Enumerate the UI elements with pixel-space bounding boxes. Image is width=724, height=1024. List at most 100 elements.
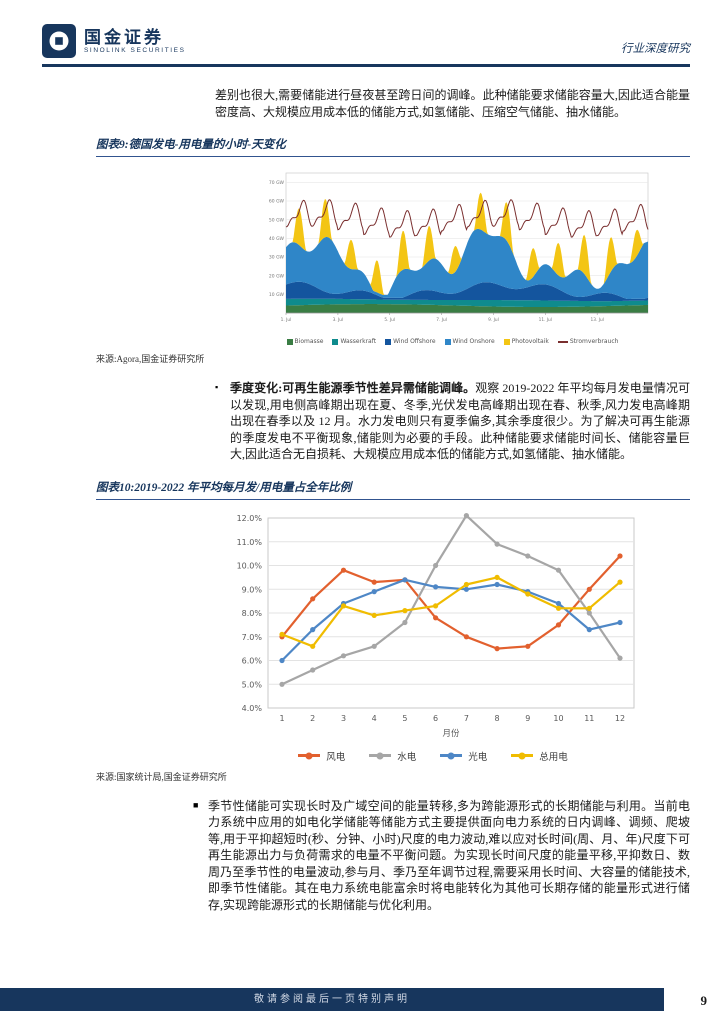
figure9-legend: Biomasse Wasserkraft Wind Offshore Wind Ons… (252, 338, 654, 345)
svg-text:6.0%: 6.0% (242, 656, 263, 665)
legend-line-icon (557, 340, 568, 343)
page-number: 9 (700, 993, 708, 1008)
svg-text:9. Jul: 9. Jul (488, 317, 499, 323)
figure10-source: 来源:国家统计局,国金证券研究所 (96, 771, 227, 782)
brand: 国金证券 SINOLINK SECURITIES (42, 24, 186, 58)
legend-line-icon (440, 752, 463, 759)
svg-text:12.0%: 12.0% (237, 514, 263, 523)
legend-item: Biomasse (286, 338, 324, 345)
svg-text:11. Jul: 11. Jul (538, 317, 551, 323)
brand-name: 国金证券 (84, 28, 164, 47)
brand-text: 国金证券 SINOLINK SECURITIES (84, 28, 186, 54)
intro-paragraph: 差别也很大,需要储能进行昼夜甚至跨日间的调峰。此种储能要求储能容量大,因此适合能… (215, 88, 690, 119)
legend-item: Wind Onshore (444, 338, 495, 345)
figure10-block: 图表10:2019-2022 年平均每月发/用电量占全年比例 4.0% 5.0% 6… (96, 479, 690, 783)
svg-text:6: 6 (433, 714, 438, 723)
svg-text:3: 3 (341, 714, 346, 723)
legend-label: Wasserkraft (340, 338, 377, 345)
figure10-wrap: 4.0% 5.0% 6.0% 7.0% 8.0% 9.0% 10.0% 11.0% 12.0% 1… (220, 508, 646, 763)
svg-text:5. Jul: 5. Jul (384, 317, 395, 323)
legend-item: Photovoltaik (503, 338, 549, 345)
svg-text:1: 1 (279, 714, 284, 723)
figure10-caption: 图表10:2019-2022 年平均每月发/用电量占全年比例 (96, 479, 690, 500)
legend-label: Biomasse (294, 338, 324, 345)
legend-item: 风电 (298, 749, 345, 763)
svg-text:月份: 月份 (442, 728, 460, 739)
paragraph-lead: 季度变化:可再生能源季节性差异需储能调峰。 (230, 381, 476, 395)
bullet-square-icon: ▪ (215, 382, 219, 392)
legend-swatch-icon (444, 338, 451, 345)
header-rule (42, 64, 690, 67)
svg-text:10: 10 (553, 714, 563, 723)
svg-text:11.0%: 11.0% (237, 537, 263, 546)
legend-line-icon (511, 752, 534, 759)
legend-item: 光电 (440, 749, 487, 763)
svg-text:30 GW: 30 GW (268, 255, 284, 261)
legend-label: Wind Offshore (393, 338, 436, 345)
svg-text:10 GW: 10 GW (268, 292, 284, 298)
legend-item: 总用电 (511, 749, 568, 763)
svg-text:7.0%: 7.0% (242, 632, 263, 641)
legend-line-icon (298, 752, 321, 759)
seasonal-variation-paragraph: ▪ 季度变化:可再生能源季节性差异需储能调峰。观察 2019-2022 年平均每… (215, 380, 690, 463)
svg-text:13. Jul: 13. Jul (590, 317, 603, 323)
legend-dot-icon (376, 752, 384, 759)
legend-swatch-icon (503, 338, 510, 345)
svg-text:70 GW: 70 GW (268, 180, 284, 186)
legend-item: Wasserkraft (332, 338, 376, 345)
legend-swatch-icon (332, 338, 339, 345)
legend-swatch-icon (385, 338, 392, 345)
bullet-square-icon: ■ (193, 799, 199, 810)
doc-type-label: 行业深度研究 (621, 43, 690, 55)
legend-label: 风电 (326, 751, 346, 763)
legend-item: Stromverbrauch (557, 338, 619, 345)
legend-line-icon (369, 752, 392, 759)
seasonal-storage-paragraph: ■ 季节性储能可实现长时及广域空间的能量转移,多为跨能源形式的长期储能与利用。当… (193, 798, 690, 914)
figure9-wrap: 10 GW 20 GW 30 GW 40 GW 50 GW 60 GW 70 GW 1. Ju… (215, 165, 690, 345)
legend-label: 总用电 (539, 751, 568, 763)
legend-label: Stromverbrauch (569, 338, 619, 345)
svg-text:50 GW: 50 GW (268, 217, 284, 223)
svg-text:8: 8 (495, 714, 500, 723)
svg-text:4.0%: 4.0% (242, 704, 263, 713)
legend-label: 水电 (397, 751, 417, 763)
legend-dot-icon (305, 752, 313, 759)
sinolink-coin-logo-icon (42, 24, 76, 58)
figure10-chart: 4.0% 5.0% 6.0% 7.0% 8.0% 9.0% 10.0% 11.0% 12.0% 1… (237, 512, 635, 739)
svg-text:11: 11 (584, 714, 594, 723)
legend-label: Photovoltaik (511, 338, 549, 345)
svg-text:9.0%: 9.0% (242, 585, 263, 594)
header: 国金证券 SINOLINK SECURITIES 行业深度研究 (0, 0, 724, 58)
svg-text:1. Jul: 1. Jul (280, 317, 291, 323)
svg-text:8.0%: 8.0% (242, 609, 263, 618)
svg-text:10.0%: 10.0% (237, 561, 263, 570)
svg-text:4: 4 (372, 714, 377, 723)
figure9-block: 图表9:德国发电-用电量的小时-天变化 10 GW 20 GW 30 GW 40 GW… (96, 136, 690, 365)
legend-item: 水电 (369, 749, 416, 763)
svg-text:20 GW: 20 GW (268, 273, 284, 279)
legend-dot-icon (447, 752, 455, 759)
svg-text:5: 5 (402, 714, 407, 723)
seasonal-storage-text: 季节性储能可实现长时及广域空间的能量转移,多为跨能源形式的长期储能与利用。当前电… (208, 798, 690, 912)
legend-label: 光电 (468, 751, 488, 763)
legend-item: Wind Offshore (385, 338, 436, 345)
legend-swatch-icon (286, 338, 293, 345)
figure9-chart: 10 GW 20 GW 30 GW 40 GW 50 GW 60 GW 70 GW 1. Ju… (268, 172, 648, 323)
svg-text:2: 2 (310, 714, 315, 723)
footer-disclaimer-bar: 敬请参阅最后一页特别声明 (0, 988, 664, 1011)
legend-dot-icon (518, 752, 526, 759)
legend-label: Wind Onshore (452, 338, 495, 345)
svg-text:3. Jul: 3. Jul (332, 317, 343, 323)
seasonal-variation-text: 季度变化:可再生能源季节性差异需储能调峰。观察 2019-2022 年平均每月发… (230, 380, 690, 463)
svg-text:12: 12 (615, 714, 625, 723)
svg-text:9: 9 (525, 714, 530, 723)
brand-subtitle: SINOLINK SECURITIES (84, 47, 186, 54)
svg-text:60 GW: 60 GW (268, 199, 284, 205)
svg-text:5.0%: 5.0% (242, 680, 263, 689)
paragraph-body: 观察 2019-2022 年平均每月发电量情况可以发现,用电侧高峰期出现在夏、冬… (230, 381, 691, 461)
svg-text:7. Jul: 7. Jul (436, 317, 447, 323)
figure9-source: 来源:Agora,国金证券研究所 (96, 354, 205, 364)
figure10-legend: 风电 水电 光电 总用电 (220, 749, 646, 763)
content-column: 差别也很大,需要储能进行昼夜甚至跨日间的调峰。此种储能要求储能容量大,因此适合能… (0, 87, 724, 913)
